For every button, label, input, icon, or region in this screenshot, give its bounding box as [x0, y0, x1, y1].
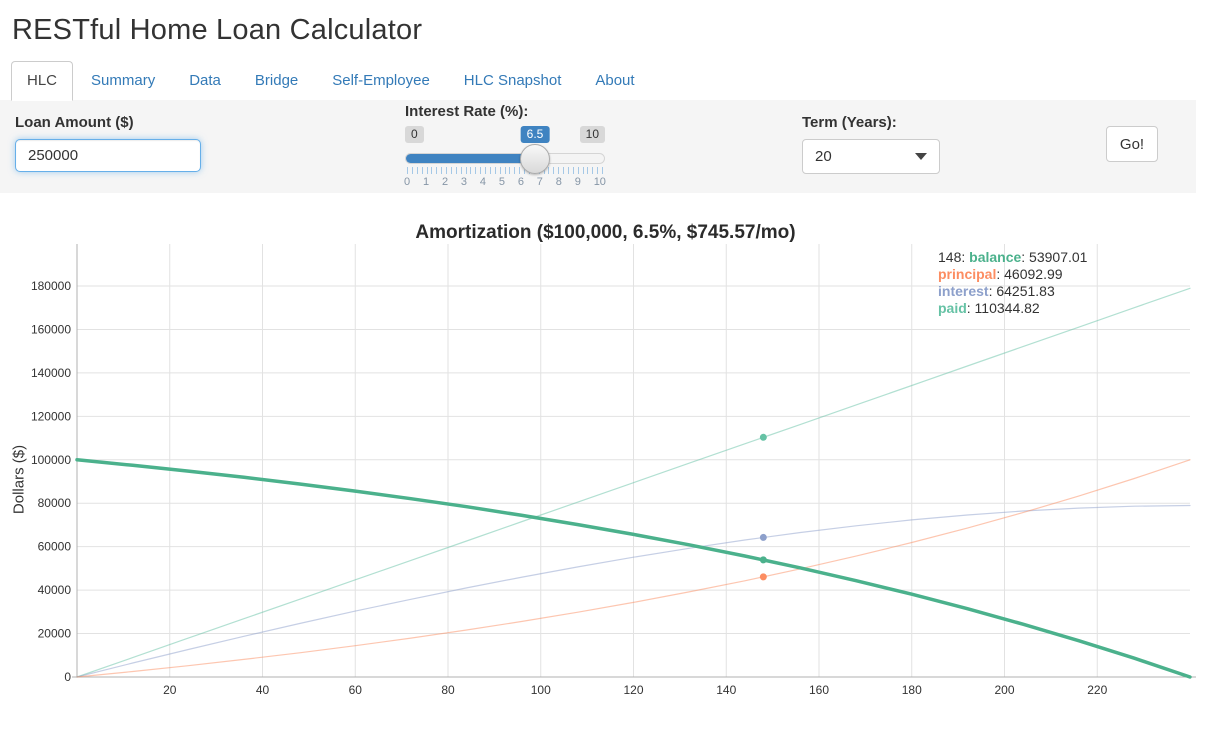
dot-balance — [759, 556, 767, 564]
slider-ticks — [407, 167, 603, 174]
slider-fill — [406, 154, 535, 163]
tooltip-line-balance: 148: balance: 53907.01 — [938, 249, 1088, 265]
svg-text:180000: 180000 — [31, 279, 71, 293]
tab-self-employee[interactable]: Self-Employee — [332, 72, 430, 89]
controls-panel: Loan Amount ($) Interest Rate (%): 0 6.5… — [0, 100, 1196, 193]
highlight-dots — [759, 433, 767, 581]
svg-text:60: 60 — [349, 683, 363, 697]
slider-tick-label: 9 — [574, 176, 581, 188]
tab-bridge[interactable]: Bridge — [254, 72, 299, 89]
slider-badge-row: 0 6.5 10 — [405, 126, 605, 144]
svg-text:20: 20 — [163, 683, 177, 697]
tooltip-line-paid: paid: 110344.82 — [938, 300, 1040, 316]
dot-interest — [759, 533, 767, 541]
svg-text:160000: 160000 — [31, 322, 71, 336]
svg-text:60000: 60000 — [38, 540, 72, 554]
slider-handle[interactable] — [519, 143, 550, 174]
svg-text:80: 80 — [441, 683, 455, 697]
tooltip-line-interest: interest: 64251.83 — [938, 283, 1055, 299]
slider-tick-labels: 0 1 2 3 4 5 6 7 8 9 10 — [404, 176, 606, 188]
term-label: Term (Years): — [802, 114, 897, 131]
interest-rate-group: Interest Rate (%): 0 6.5 10 0 1 2 3 4 5 6 7 8 9 10 — [404, 103, 606, 188]
svg-text:160: 160 — [809, 683, 829, 697]
dot-principal — [759, 573, 767, 581]
chart-canvas: 20 40 60 80 100 120 140 160 180 200 220 0 20000 40000… — [31, 244, 1196, 697]
interest-rate-slider[interactable] — [405, 143, 605, 174]
tab-hlc[interactable]: HLC — [11, 61, 74, 101]
term-select-value: 20 — [815, 148, 832, 165]
tick-labels: 20 40 60 80 100 120 140 160 180 200 220 0 20000 40000… — [31, 279, 1108, 697]
amortization-chart: Amortization ($100,000, 6.5%, $745.57/mo… — [0, 209, 1211, 717]
term-group: Term (Years): 20 — [802, 114, 940, 174]
tab-about[interactable]: About — [595, 72, 635, 89]
slider-tick-label: 2 — [441, 176, 449, 188]
tab-summary[interactable]: Summary — [91, 72, 156, 89]
slider-min-badge: 0 — [405, 126, 424, 143]
slider-tick-label: 1 — [422, 176, 430, 188]
go-button[interactable]: Go! — [1106, 126, 1158, 162]
tab-data[interactable]: Data — [189, 72, 221, 89]
series-balance — [75, 458, 1192, 679]
page-title: RESTful Home Loan Calculator — [12, 14, 423, 46]
series-lines — [75, 287, 1192, 679]
svg-text:200: 200 — [994, 683, 1014, 697]
svg-text:180: 180 — [902, 683, 922, 697]
tooltip-line-principal: principal: 46092.99 — [938, 266, 1063, 282]
term-select[interactable]: 20 — [802, 139, 940, 174]
slider-tick-label: 0 — [404, 176, 411, 188]
loan-amount-input[interactable] — [15, 139, 201, 172]
slider-tick-label: 3 — [460, 176, 468, 188]
chart-title: Amortization ($100,000, 6.5%, $745.57/mo… — [415, 222, 796, 243]
slider-value-badge: 6.5 — [520, 126, 550, 143]
svg-text:120000: 120000 — [31, 409, 71, 423]
loan-amount-label: Loan Amount ($) — [15, 114, 134, 131]
tab-hlc-snapshot[interactable]: HLC Snapshot — [463, 72, 562, 89]
svg-text:100: 100 — [531, 683, 551, 697]
svg-text:120: 120 — [623, 683, 643, 697]
tab-bar: HLC Summary Data Bridge Self-Employee HLC Sna… — [0, 61, 1211, 101]
slider-max-badge: 10 — [579, 126, 605, 143]
dot-paid — [759, 433, 767, 441]
svg-text:220: 220 — [1087, 683, 1107, 697]
svg-text:80000: 80000 — [38, 496, 72, 510]
slider-tick-label: 5 — [498, 176, 505, 188]
slider-tick-label: 10 — [593, 176, 606, 188]
series-interest — [76, 504, 1191, 678]
interest-rate-label: Interest Rate (%): — [405, 103, 529, 120]
svg-text:140000: 140000 — [31, 366, 71, 380]
svg-text:140: 140 — [716, 683, 736, 697]
slider-tick-label: 6 — [517, 176, 524, 188]
svg-text:20000: 20000 — [38, 627, 72, 641]
loan-amount-group: Loan Amount ($) — [15, 114, 201, 172]
y-axis-label: Dollars ($) — [10, 444, 28, 515]
slider-tick-label: 4 — [479, 176, 486, 188]
svg-text:40: 40 — [256, 683, 270, 697]
slider-tick-label: 8 — [555, 176, 562, 188]
svg-text:40000: 40000 — [38, 583, 72, 597]
series-principal — [76, 459, 1191, 678]
slider-tick-label: 7 — [536, 176, 543, 188]
series-paid — [76, 287, 1191, 678]
chevron-down-icon — [915, 153, 927, 160]
svg-text:0: 0 — [64, 670, 71, 684]
svg-text:100000: 100000 — [31, 453, 71, 467]
chart-tooltip: 148: balance: 53907.01 principal: 46092.9… — [938, 249, 1087, 317]
